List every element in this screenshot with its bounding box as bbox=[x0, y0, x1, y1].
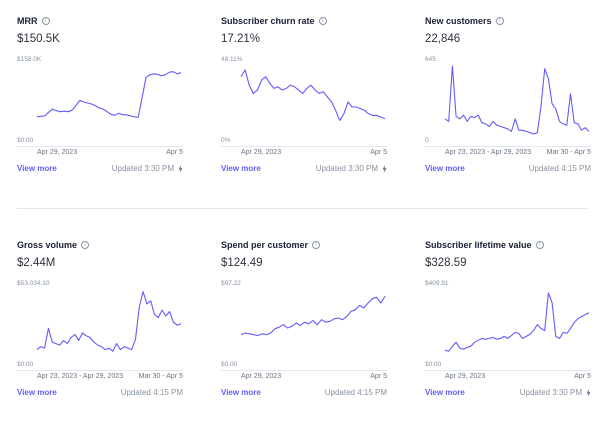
x-start-label: Apr 29, 2023 bbox=[37, 149, 78, 156]
y-max-label: $158.0K bbox=[17, 56, 42, 63]
updated-text: Updated 4:15 PM bbox=[324, 388, 387, 397]
metric-card: Subscriber lifetime value i $328.59 $409… bbox=[425, 240, 595, 405]
x-axis-line bbox=[17, 146, 183, 147]
updated-status: Updated 3:30 PM bbox=[316, 164, 387, 173]
x-axis-line bbox=[221, 370, 387, 371]
info-icon[interactable]: i bbox=[535, 241, 544, 249]
sparkline-chart bbox=[444, 292, 590, 352]
updated-text: Updated 4:15 PM bbox=[528, 164, 591, 173]
y-zero-label: $0.00 bbox=[221, 361, 238, 368]
sparkline-chart bbox=[240, 69, 386, 121]
updated-status: Updated 4:15 PM bbox=[325, 388, 387, 397]
x-end-label: Apr 5 bbox=[370, 373, 387, 380]
y-zero-label: $0.00 bbox=[425, 361, 442, 368]
series-line bbox=[444, 292, 590, 352]
metric-card: Spend per customer i $124.49 $97.22 $0.0… bbox=[221, 240, 391, 405]
row-divider bbox=[17, 208, 588, 209]
updated-text: Updated 3:30 PM bbox=[315, 164, 378, 173]
metric-title-row: New customers i bbox=[425, 16, 504, 26]
y-max-label: 48.11% bbox=[221, 56, 243, 63]
updated-text: Updated 3:30 PM bbox=[111, 164, 174, 173]
info-icon[interactable]: i bbox=[41, 17, 50, 25]
metric-title: Spend per customer bbox=[221, 240, 309, 250]
info-icon[interactable]: i bbox=[81, 241, 90, 249]
y-zero-label: 0 bbox=[425, 137, 429, 144]
updated-status: Updated 3:30 PM bbox=[112, 164, 183, 173]
metric-card: Subscriber churn rate i 17.21% 48.11% 0%… bbox=[221, 16, 391, 181]
x-axis-line bbox=[221, 146, 387, 147]
metric-value: $124.49 bbox=[221, 257, 263, 269]
metric-card: Gross volume i $2.44M $53,034.10 $0.00 A… bbox=[17, 240, 187, 405]
metric-title: Gross volume bbox=[17, 240, 78, 250]
y-max-label: $409.91 bbox=[425, 280, 449, 287]
sparkline-chart bbox=[240, 296, 386, 337]
series-line bbox=[240, 296, 386, 337]
series-line bbox=[36, 71, 182, 118]
metric-title: Subscriber lifetime value bbox=[425, 240, 532, 250]
y-zero-label: 0% bbox=[221, 137, 231, 144]
metric-card: New customers i 22,846 645 0 Apr 23, 202… bbox=[425, 16, 595, 181]
y-max-label: $53,034.10 bbox=[17, 280, 50, 287]
metric-title: Subscriber churn rate bbox=[221, 16, 315, 26]
x-axis-line bbox=[17, 370, 183, 371]
series-line bbox=[36, 291, 182, 352]
x-end-label: Mar 30 - Apr 5 bbox=[546, 149, 591, 156]
bolt-icon bbox=[382, 164, 387, 173]
view-more-link[interactable]: View more bbox=[221, 164, 261, 173]
y-max-label: $97.22 bbox=[221, 280, 241, 287]
series-line bbox=[444, 65, 590, 135]
metric-title: MRR bbox=[17, 16, 38, 26]
info-icon[interactable]: i bbox=[312, 241, 321, 249]
info-icon[interactable]: i bbox=[318, 17, 327, 25]
bolt-icon bbox=[178, 164, 183, 173]
y-zero-label: $0.00 bbox=[17, 137, 34, 144]
metric-value: 17.21% bbox=[221, 33, 261, 45]
view-more-link[interactable]: View more bbox=[425, 164, 465, 173]
view-more-link[interactable]: View more bbox=[221, 388, 261, 397]
y-max-label: 645 bbox=[425, 56, 436, 63]
x-end-label: Apr 5 bbox=[574, 373, 591, 380]
metric-card: MRR i $150.5K $158.0K $0.00 Apr 29, 2023… bbox=[17, 16, 187, 181]
x-start-label: Apr 29, 2023 bbox=[241, 373, 282, 380]
updated-text: Updated 3:30 PM bbox=[519, 388, 582, 397]
x-start-label: Apr 29, 2023 bbox=[445, 373, 486, 380]
info-icon[interactable]: i bbox=[495, 17, 504, 25]
sparkline-chart bbox=[444, 65, 590, 135]
metric-title-row: MRR i bbox=[17, 16, 50, 26]
x-end-label: Apr 5 bbox=[166, 149, 183, 156]
metric-title-row: Subscriber lifetime value i bbox=[425, 240, 544, 250]
x-start-label: Apr 23, 2023 - Apr 29, 2023 bbox=[445, 149, 532, 156]
metric-value: $150.5K bbox=[17, 33, 60, 45]
metric-title: New customers bbox=[425, 16, 492, 26]
metric-title-row: Subscriber churn rate i bbox=[221, 16, 327, 26]
updated-text: Updated 4:15 PM bbox=[120, 388, 183, 397]
updated-status: Updated 3:30 PM bbox=[520, 388, 591, 397]
sparkline-chart bbox=[36, 71, 182, 118]
metric-title-row: Gross volume i bbox=[17, 240, 90, 250]
metric-title-row: Spend per customer i bbox=[221, 240, 321, 250]
updated-status: Updated 4:15 PM bbox=[529, 164, 591, 173]
x-start-label: Apr 23, 2023 - Apr 29, 2023 bbox=[37, 373, 124, 380]
x-start-label: Apr 29, 2023 bbox=[241, 149, 282, 156]
view-more-link[interactable]: View more bbox=[17, 388, 57, 397]
metric-value: $328.59 bbox=[425, 257, 467, 269]
sparkline-chart bbox=[36, 291, 182, 352]
x-end-label: Mar 30 - Apr 5 bbox=[138, 373, 183, 380]
x-end-label: Apr 5 bbox=[370, 149, 387, 156]
metric-value: 22,846 bbox=[425, 33, 461, 45]
series-line bbox=[240, 69, 386, 121]
view-more-link[interactable]: View more bbox=[425, 388, 465, 397]
x-axis-line bbox=[425, 370, 591, 371]
metric-value: $2.44M bbox=[17, 257, 56, 269]
x-axis-line bbox=[425, 146, 591, 147]
updated-status: Updated 4:15 PM bbox=[121, 388, 183, 397]
bolt-icon bbox=[586, 388, 591, 397]
y-zero-label: $0.00 bbox=[17, 361, 34, 368]
view-more-link[interactable]: View more bbox=[17, 164, 57, 173]
